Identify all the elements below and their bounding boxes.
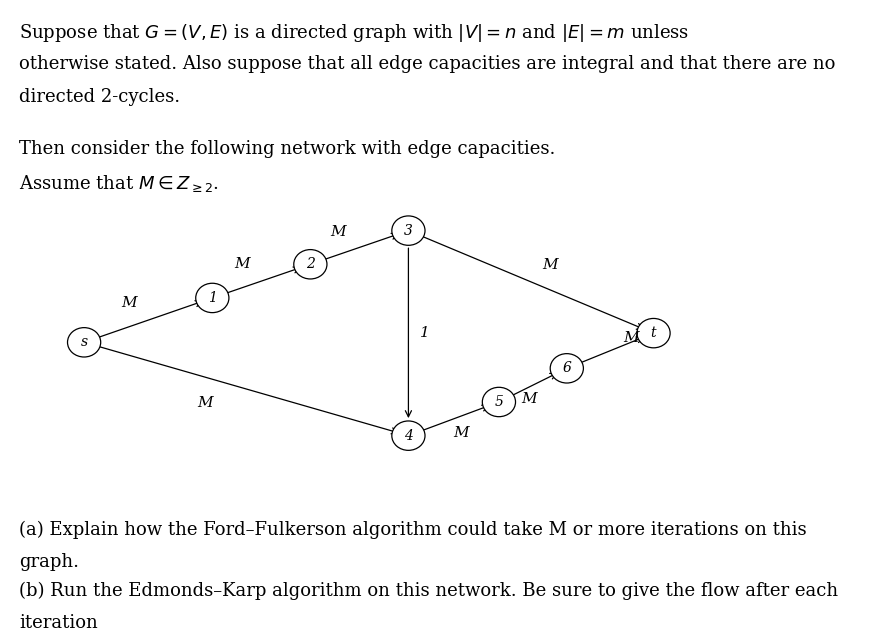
Text: M: M bbox=[197, 396, 212, 410]
Ellipse shape bbox=[294, 250, 327, 279]
Text: M: M bbox=[624, 331, 639, 346]
Text: Suppose that $G = (V, E)$ is a directed graph with $|V| = n$ and $|E| = m$ unles: Suppose that $G = (V, E)$ is a directed … bbox=[19, 22, 689, 44]
Text: 6: 6 bbox=[562, 362, 571, 375]
FancyArrowPatch shape bbox=[319, 233, 398, 261]
Ellipse shape bbox=[637, 319, 670, 348]
FancyArrowPatch shape bbox=[508, 374, 557, 398]
Ellipse shape bbox=[550, 353, 583, 383]
Text: 4: 4 bbox=[404, 428, 413, 443]
Text: directed 2-cycles.: directed 2-cycles. bbox=[19, 88, 181, 106]
Text: 1: 1 bbox=[208, 291, 217, 305]
Ellipse shape bbox=[68, 327, 101, 357]
Text: 3: 3 bbox=[404, 223, 413, 238]
Text: M: M bbox=[453, 425, 469, 440]
Text: M: M bbox=[331, 225, 346, 239]
Text: Assume that $M \in Z_{\geq 2}$.: Assume that $M \in Z_{\geq 2}$. bbox=[19, 173, 219, 194]
Ellipse shape bbox=[392, 216, 425, 245]
Text: M: M bbox=[521, 392, 537, 406]
Ellipse shape bbox=[392, 421, 425, 451]
Text: M: M bbox=[235, 257, 250, 271]
Text: 1: 1 bbox=[420, 326, 430, 340]
Text: s: s bbox=[81, 335, 88, 350]
Text: Then consider the following network with edge capacities.: Then consider the following network with… bbox=[19, 140, 556, 158]
FancyArrowPatch shape bbox=[576, 337, 643, 365]
Text: (b) Run the Edmonds–Karp algorithm on this network. Be sure to give the flow aft: (b) Run the Edmonds–Karp algorithm on th… bbox=[19, 581, 838, 599]
FancyArrowPatch shape bbox=[222, 267, 300, 295]
FancyArrowPatch shape bbox=[417, 405, 488, 432]
FancyArrowPatch shape bbox=[93, 301, 202, 339]
Text: 2: 2 bbox=[306, 257, 315, 271]
Text: (a) Explain how the Ford–Fulkerson algorithm could take M or more iterations on : (a) Explain how the Ford–Fulkerson algor… bbox=[19, 521, 807, 539]
Text: 5: 5 bbox=[495, 395, 503, 409]
Text: iteration: iteration bbox=[19, 614, 98, 631]
Text: M: M bbox=[542, 258, 558, 272]
FancyArrowPatch shape bbox=[94, 345, 398, 434]
Text: graph.: graph. bbox=[19, 553, 79, 572]
Ellipse shape bbox=[482, 387, 516, 416]
FancyArrowPatch shape bbox=[417, 235, 643, 329]
FancyArrowPatch shape bbox=[405, 248, 411, 417]
Text: M: M bbox=[122, 297, 137, 310]
Text: t: t bbox=[651, 326, 656, 340]
Text: otherwise stated. Also suppose that all edge capacities are integral and that th: otherwise stated. Also suppose that all … bbox=[19, 55, 836, 73]
Ellipse shape bbox=[196, 283, 229, 312]
